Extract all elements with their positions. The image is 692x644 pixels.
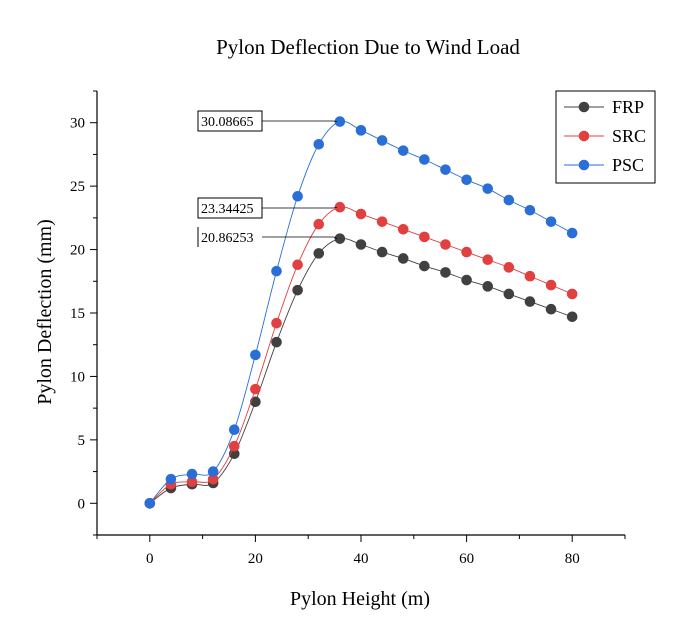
data-point-psc [355,125,367,136]
data-point-src [397,223,409,235]
data-point-frp [334,233,346,244]
data-point-psc [503,194,515,206]
data-point-frp [524,296,536,307]
data-point-frp [250,396,261,408]
y-tick-label: 30 [70,116,85,132]
data-point-src [503,262,515,273]
data-point-src [376,216,388,227]
data-point-src [250,383,261,395]
data-point-psc [334,116,346,127]
data-point-src [482,254,494,266]
data-point-psc [292,190,303,202]
data-point-psc [566,227,578,239]
chart-title: Pylon Deflection Due to Wind Load [216,35,520,59]
legend-swatch-marker [578,159,590,171]
y-axis-label: Pylon Deflection (mm) [34,219,56,405]
legend-swatch-marker [578,130,590,142]
annotation-leader [333,120,337,122]
x-tick-label: 0 [146,551,154,567]
data-point-src [207,473,219,485]
series-line-src [149,206,573,504]
data-point-frp [419,260,430,272]
annotation-label: 20.86253 [201,231,254,246]
data-point-psc [250,349,261,361]
data-point-src [355,208,367,220]
data-point-psc [186,468,198,480]
data-point-frp [482,281,494,292]
annotation-label: 23.34425 [201,202,254,217]
data-point-frp [271,336,282,348]
data-point-frp [313,248,325,259]
data-point-src [228,440,240,452]
data-point-frp [503,288,515,300]
data-point-frp [545,303,557,315]
data-point-psc [313,138,325,150]
data-point-src [545,279,557,291]
data-point-src [271,317,282,329]
data-point-src [292,259,303,271]
annotation: 30.08665 [197,110,337,132]
x-tick-label: 20 [248,551,263,567]
legend-label: FRP [612,97,644,117]
data-point-psc [271,265,282,277]
annotation: 23.34425 [197,197,337,219]
data-point-psc [376,135,388,146]
data-point-frp [376,246,388,258]
y-tick-label: 20 [70,243,85,259]
y-tick-label: 10 [70,369,85,385]
annotation: 20.86253 [197,227,338,247]
data-point-src [524,270,536,282]
y-tick-label: 25 [70,179,85,195]
annotation-leader [333,206,337,209]
legend-item-frp: FRP [564,97,644,117]
data-point-frp [355,239,367,250]
y-tick-label: 5 [78,433,86,449]
data-point-frp [292,284,303,296]
y-tick-label: 0 [78,496,86,512]
legend-label: SRC [612,126,646,146]
data-point-psc [228,424,240,436]
data-point-src [334,201,346,213]
data-point-psc [545,216,557,227]
annotation-label: 30.08665 [201,115,254,130]
data-point-frp [566,311,578,323]
annotation-leader [333,236,338,240]
data-point-psc [440,164,451,175]
legend-box [555,90,656,184]
data-point-psc [524,204,536,216]
data-point-psc [482,183,494,194]
x-tick-label: 40 [354,551,369,567]
data-point-frp [440,267,451,278]
data-point-psc [165,473,177,485]
series-line-frp [149,237,573,504]
data-point-psc [419,154,430,165]
data-point-psc [461,174,472,186]
legend-item-psc: PSC [564,155,644,175]
data-point-src [461,246,472,258]
legend-swatch-marker [578,101,590,113]
legend-label: PSC [612,155,644,175]
plot-area: 0 20 40 60 80 0 5 10 15 20 25 30 30.08665 23.34425 20.… [70,90,626,567]
y-tick-label: 15 [70,306,85,322]
legend-item-src: SRC [564,126,646,146]
data-point-psc [207,466,219,477]
data-point-src [419,231,430,243]
series-line-psc [149,120,573,504]
x-axis-label: Pylon Height (m) [290,588,430,610]
data-point-src [440,239,451,250]
legend: FRP SRC PSC [555,90,656,184]
data-point-src [566,288,578,300]
data-point-src [186,476,198,488]
data-point-src [313,218,325,230]
data-point-psc [144,497,156,509]
data-point-psc [397,145,409,156]
data-point-frp [397,253,409,264]
x-tick-label: 80 [565,551,580,567]
x-tick-label: 60 [459,551,474,567]
data-point-frp [461,274,472,286]
